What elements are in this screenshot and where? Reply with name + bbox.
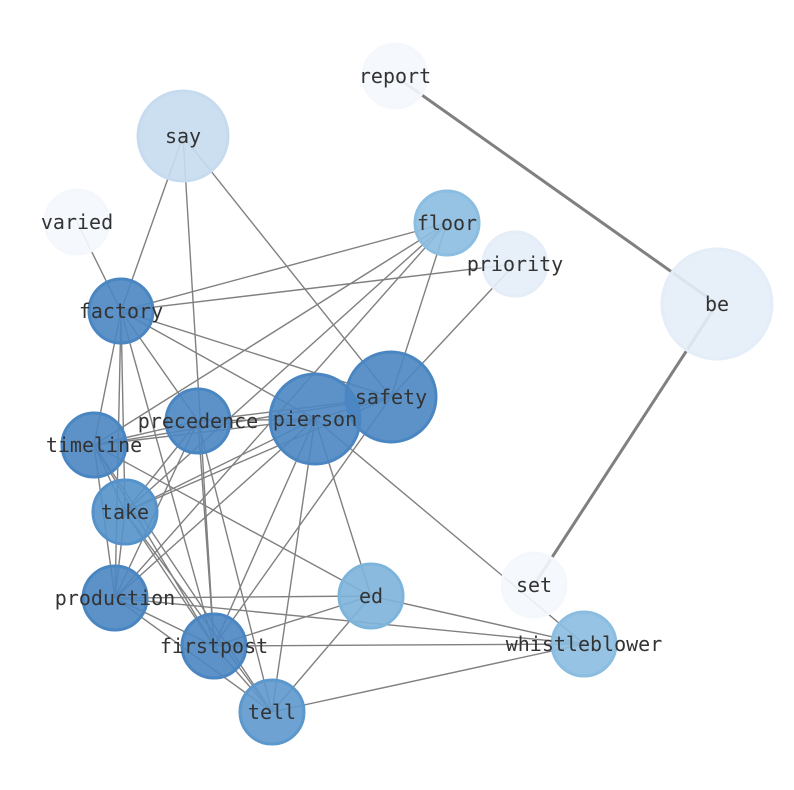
- node-whistleblower: whistleblower: [506, 610, 663, 678]
- node-label: whistleblower: [506, 632, 663, 656]
- node-label: pierson: [273, 407, 357, 431]
- node-safety: safety: [344, 350, 438, 444]
- node-label: production: [55, 586, 175, 610]
- node-circle: [180, 612, 248, 680]
- edge-pierson-tell: [271, 418, 316, 713]
- node-circle: [413, 189, 481, 257]
- node-be: be: [660, 247, 774, 361]
- node-circle: [238, 678, 306, 746]
- edge-production-ed: [114, 595, 372, 599]
- node-tell: tell: [238, 678, 306, 746]
- node-label: safety: [355, 385, 427, 409]
- edge-precedence-firstpost: [197, 420, 215, 647]
- node-circle: [361, 42, 429, 110]
- node-circle: [60, 411, 128, 479]
- node-production: production: [55, 564, 175, 632]
- edge-tell-whistleblower: [271, 643, 585, 713]
- node-priority: priority: [467, 230, 563, 298]
- node-circle: [481, 230, 549, 298]
- strong-edge-report-be: [394, 74, 718, 306]
- edge-factory-take: [120, 310, 126, 513]
- node-label: take: [101, 500, 149, 524]
- edge-priority-factory: [120, 263, 516, 312]
- edge-firstpost-whistleblower: [213, 643, 585, 647]
- node-precedence: precedence: [138, 387, 258, 455]
- edge-take-tell: [124, 511, 273, 713]
- nodes-layer: report say varied floor priority be factory saf…: [41, 42, 774, 746]
- node-circle: [87, 277, 155, 345]
- edge-timeline-firstpost: [93, 444, 215, 647]
- node-label: be: [705, 292, 729, 316]
- node-circle: [660, 247, 774, 361]
- node-set: set: [500, 551, 568, 619]
- node-take: take: [91, 478, 159, 546]
- node-firstpost: firstpost: [160, 612, 268, 680]
- node-report: report: [359, 42, 431, 110]
- node-circle: [164, 387, 232, 455]
- node-label: timeline: [46, 433, 142, 457]
- edge-factory-safety: [120, 310, 392, 398]
- node-circle: [500, 551, 568, 619]
- node-circle: [550, 610, 618, 678]
- edge-safety-firstpost: [213, 396, 392, 647]
- node-label: varied: [41, 210, 113, 234]
- node-varied: varied: [41, 188, 113, 256]
- node-circle: [43, 188, 111, 256]
- node-pierson: pierson: [268, 372, 362, 466]
- node-label: say: [165, 124, 201, 148]
- node-circle: [136, 89, 230, 183]
- node-label: tell: [248, 700, 296, 724]
- edge-floor-factory: [120, 222, 448, 312]
- edge-ed-whistleblower: [370, 595, 585, 645]
- node-label: floor: [417, 211, 477, 235]
- node-label: report: [359, 64, 431, 88]
- edge-precedence-tell: [197, 420, 273, 713]
- node-label: firstpost: [160, 634, 268, 658]
- node-label: factory: [79, 299, 163, 323]
- node-floor: floor: [413, 189, 481, 257]
- node-circle: [81, 564, 149, 632]
- node-label: ed: [359, 584, 383, 608]
- node-say: say: [136, 89, 230, 183]
- node-label: precedence: [138, 409, 258, 433]
- node-ed: ed: [337, 562, 405, 630]
- node-circle: [268, 372, 362, 466]
- edge-factory-firstpost: [120, 310, 215, 647]
- node-timeline: timeline: [46, 411, 142, 479]
- node-label: set: [516, 573, 552, 597]
- node-factory: factory: [79, 277, 163, 345]
- node-circle: [91, 478, 159, 546]
- edge-floor-timeline: [93, 222, 448, 446]
- edge-timeline-ed: [93, 444, 372, 597]
- node-circle: [337, 562, 405, 630]
- node-label: priority: [467, 252, 563, 276]
